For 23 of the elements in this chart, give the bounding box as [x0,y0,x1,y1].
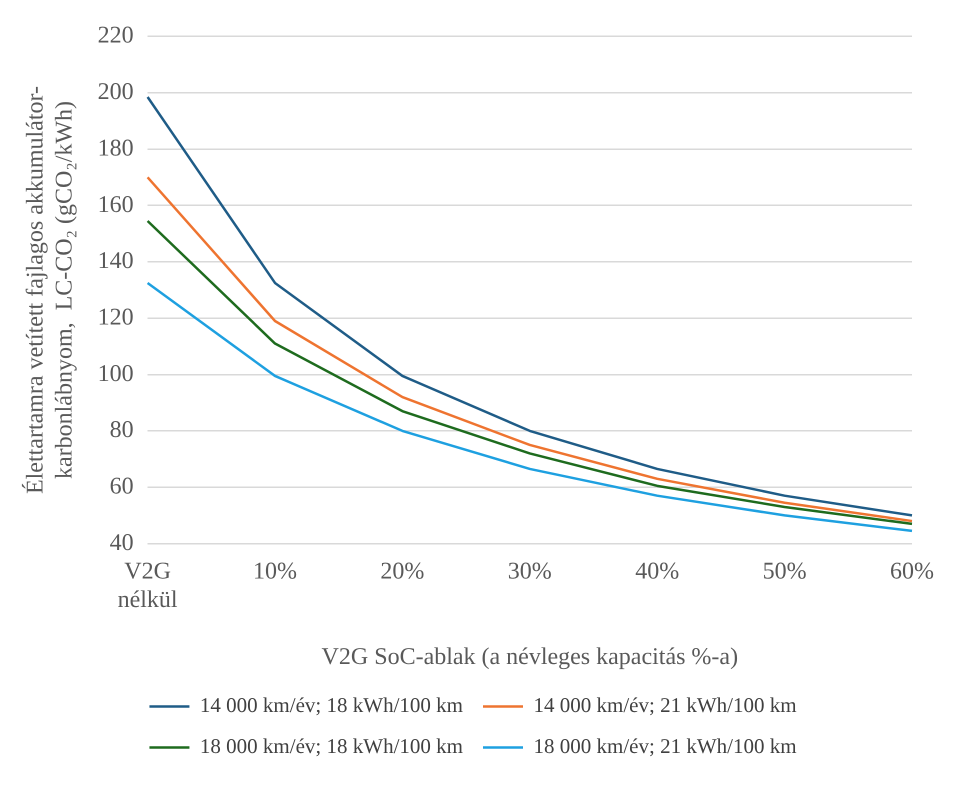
y-tick-label: 80 [110,417,134,444]
y-tick-label: 120 [98,304,134,330]
y-tick-label: 40 [110,530,134,556]
y-tick-label: 200 [98,79,134,106]
x-axis-title: V2G SoC-ablak (a névleges kapacitás %-a) [322,644,738,670]
legend-label: 18 000 km/év; 21 kWh/100 km [534,734,797,758]
y-tick-label: 140 [98,248,134,274]
x-tick-label: 40% [635,558,680,584]
legend-label: 14 000 km/év; 21 kWh/100 km [534,693,797,718]
y-tick-label: 180 [98,135,134,162]
y-tick-label: 60 [110,474,134,500]
x-tick-label: 10% [253,558,297,584]
x-tick-label: 30% [508,558,552,584]
x-tick-label: 20% [380,558,424,584]
y-tick-label: 160 [98,192,134,218]
legend-label: 14 000 km/év; 18 kWh/100 km [200,693,464,718]
legend-label: 18 000 km/év; 18 kWh/100 km [200,734,464,758]
x-tick-label: V2G nélkül [118,558,178,614]
y-tick-label: 220 [98,22,134,49]
y-tick-label: 100 [98,360,134,387]
x-tick-label: 50% [762,558,807,584]
x-tick-label: 60% [890,558,934,584]
y-axis-title: Élettartamra vetített fajlagos akkumulátor- karbonlábnyom, LC-CO₂ (gCO₂/kWh) [22,86,78,494]
